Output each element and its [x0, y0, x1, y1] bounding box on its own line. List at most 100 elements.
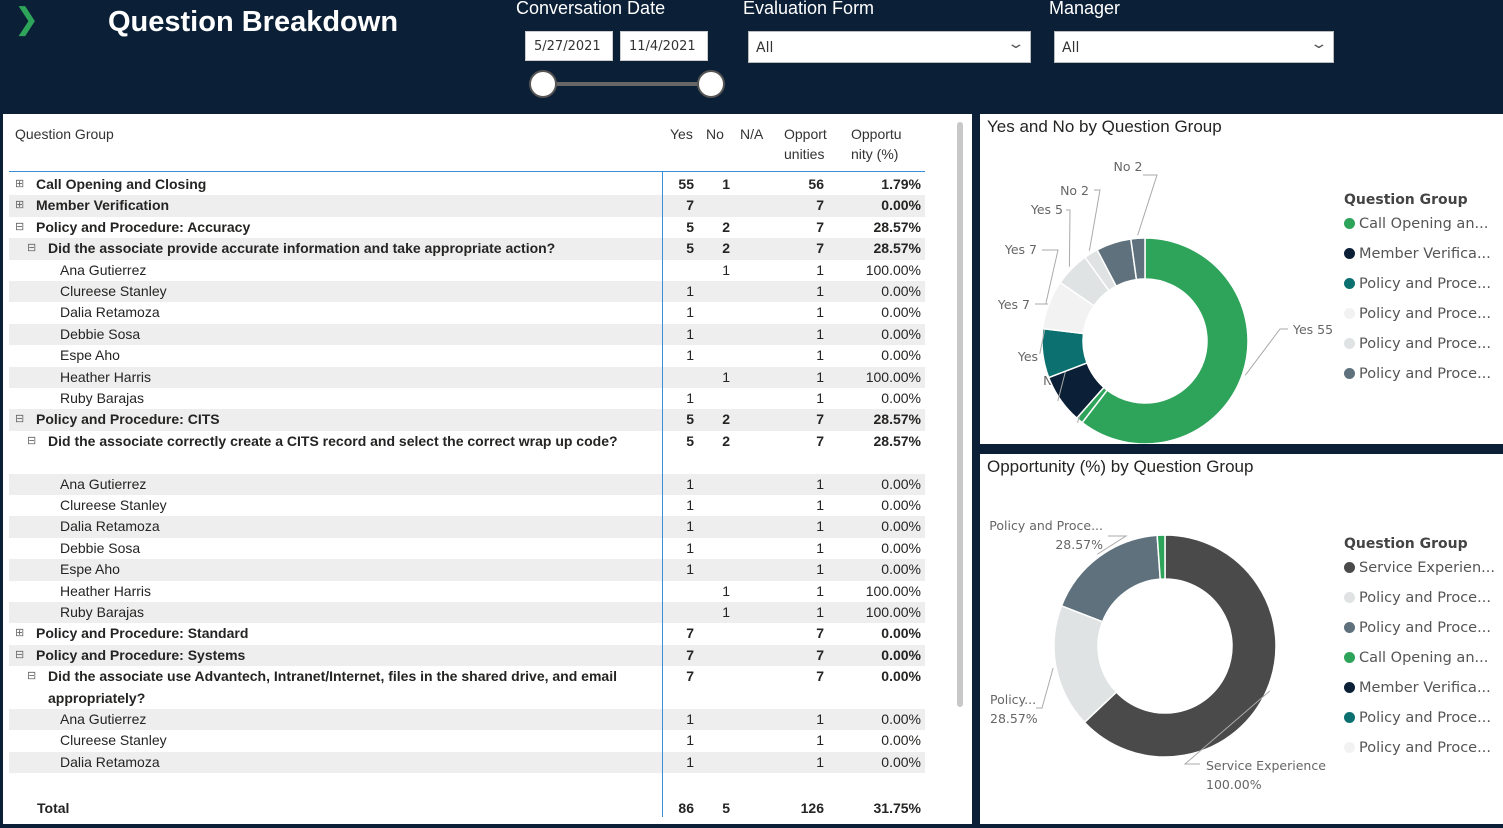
legend-label: Call Opening an...	[1359, 216, 1489, 232]
pct-value: 0.00%	[881, 646, 921, 663]
question-row: ⊟ Did the associate use Advantech, Intran…	[9, 666, 925, 709]
yes-value: 1	[686, 561, 694, 578]
pct-value: 0.00%	[881, 711, 921, 727]
opp-value: 1	[816, 582, 824, 599]
legend-label: Policy and Proce...	[1359, 366, 1491, 382]
leader-line	[1088, 189, 1101, 251]
date-slider-start-handle[interactable]	[529, 70, 557, 98]
date-slider-track[interactable]	[545, 82, 710, 86]
associate-row: Ana Gutierrez 1 1 0.00%	[9, 473, 925, 495]
opp-value: 7	[816, 240, 824, 257]
opp-value: 1	[816, 304, 824, 321]
chart-title: Opportunity (%) by Question Group	[987, 457, 1254, 476]
row-label: Policy and Procedure: CITS	[36, 411, 220, 428]
donut-slice[interactable]	[1156, 534, 1166, 580]
legend-item[interactable]: Call Opening an...	[1344, 216, 1488, 232]
legend-marker-icon	[1344, 368, 1355, 379]
header-na[interactable]: N/A	[740, 126, 764, 142]
header-yes[interactable]: Yes	[670, 126, 693, 142]
pct-value: 28.57%	[873, 432, 921, 449]
legend-item[interactable]: Policy and Proce...	[1344, 276, 1491, 292]
no-value: 1	[722, 582, 730, 599]
group-row: ⊟ Policy and Procedure: Accuracy 5 2 7 28.57%	[9, 217, 925, 238]
pct-value: 0.00%	[881, 347, 921, 364]
expand-icon[interactable]: ⊞	[15, 199, 25, 212]
leader-line	[1097, 535, 1128, 555]
legend-item[interactable]: Member Verifica...	[1344, 680, 1491, 696]
expand-icon[interactable]: ⊞	[15, 178, 25, 190]
legend-item[interactable]: Policy and Proce...	[1344, 710, 1491, 726]
row-label: Dalia Retamoza	[60, 304, 160, 321]
table-scrollbar[interactable]	[957, 122, 963, 707]
row-label: Ana Gutierrez	[60, 711, 147, 727]
data-label: Service Experience	[1206, 758, 1326, 773]
yes-value: 55	[678, 176, 694, 192]
column-divider	[662, 172, 663, 817]
row-label: Clureese Stanley	[60, 497, 167, 513]
page-title: Question Breakdown	[108, 6, 399, 38]
yes-value: 5	[686, 432, 694, 449]
header-divider	[9, 171, 925, 172]
legend-marker-icon	[1344, 278, 1355, 289]
legend-label: Call Opening an...	[1359, 650, 1489, 666]
collapse-icon[interactable]: ⊟	[15, 220, 25, 233]
legend-item[interactable]: Policy and Proce...	[1344, 740, 1491, 756]
expand-icon[interactable]: ⊞	[15, 627, 25, 640]
opp-value: 1	[816, 390, 824, 406]
pct-value: 0.00%	[881, 390, 921, 406]
legend-label: Policy and Proce...	[1359, 590, 1491, 606]
end-date-input[interactable]: 11/4/2021	[620, 31, 708, 61]
header-opportunity-pct[interactable]: Opportu nity (%)	[851, 126, 902, 162]
leader-line	[1183, 690, 1271, 765]
collapse-icon[interactable]: ⊟	[27, 670, 37, 683]
collapse-icon[interactable]: ⊟	[15, 648, 25, 661]
legend-item[interactable]: Policy and Proce...	[1344, 590, 1491, 606]
legend-item[interactable]: Policy and Proce...	[1344, 336, 1491, 352]
legend-item[interactable]: Service Experien...	[1344, 560, 1495, 576]
chevron-down-icon: ⌄	[1309, 36, 1329, 52]
header-question-group[interactable]: Question Group	[15, 126, 114, 142]
donut-slice[interactable]	[1081, 237, 1249, 444]
manager-dropdown[interactable]: All ⌄	[1054, 31, 1334, 63]
legend-marker-icon	[1344, 742, 1355, 753]
associate-row: Clureese Stanley 1 1 0.00%	[9, 730, 925, 751]
yes-value: 7	[686, 646, 694, 663]
legend-item[interactable]: Policy and Proce...	[1344, 620, 1491, 636]
yes-value: 1	[686, 539, 694, 556]
date-slider-end-handle[interactable]	[697, 70, 725, 98]
collapse-icon[interactable]: ⊟	[27, 242, 37, 255]
pct-value: 0.00%	[881, 497, 921, 513]
no-value: 1	[722, 604, 730, 620]
row-label: Policy and Procedure: Systems	[36, 646, 246, 663]
opp-value: 1	[816, 283, 824, 299]
yes-value: 1	[686, 347, 694, 364]
legend-item[interactable]: Member Verifica...	[1344, 246, 1491, 262]
pct-value: 1.79%	[881, 176, 921, 192]
legend-label: Policy and Proce...	[1359, 306, 1491, 322]
data-label: Policy and Proce...	[989, 518, 1103, 533]
start-date-input[interactable]: 5/27/2021	[525, 31, 613, 61]
pct-value: 0.00%	[881, 668, 921, 685]
row-label: Heather Harris	[60, 582, 152, 599]
row-label: Espe Aho	[60, 347, 120, 364]
legend-marker-icon	[1344, 308, 1355, 319]
legend-item[interactable]: Policy and Proce...	[1344, 306, 1491, 322]
legend-item[interactable]: Policy and Proce...	[1344, 366, 1491, 382]
header-opportunities[interactable]: Opport unities	[784, 126, 827, 162]
data-label: Yes 7	[1017, 349, 1050, 364]
row-label: Ana Gutierrez	[60, 475, 147, 492]
associate-row: Espe Aho 1 1 0.00%	[9, 345, 925, 366]
pct-value: 0.00%	[881, 753, 921, 770]
opp-value: 1	[816, 539, 824, 556]
collapse-icon[interactable]: ⊟	[27, 434, 37, 447]
leader-line	[1244, 328, 1288, 376]
collapse-icon[interactable]: ⊟	[15, 413, 25, 426]
yes-value: 1	[686, 711, 694, 727]
donut-slice[interactable]	[1083, 534, 1277, 758]
opp-value: 1	[816, 261, 824, 278]
legend-item[interactable]: Call Opening an...	[1344, 650, 1488, 666]
header-no[interactable]: No	[706, 126, 724, 142]
evaluation-form-dropdown[interactable]: All ⌄	[748, 31, 1031, 63]
yes-value: 1	[686, 325, 694, 342]
donut-slice[interactable]	[1129, 237, 1146, 281]
